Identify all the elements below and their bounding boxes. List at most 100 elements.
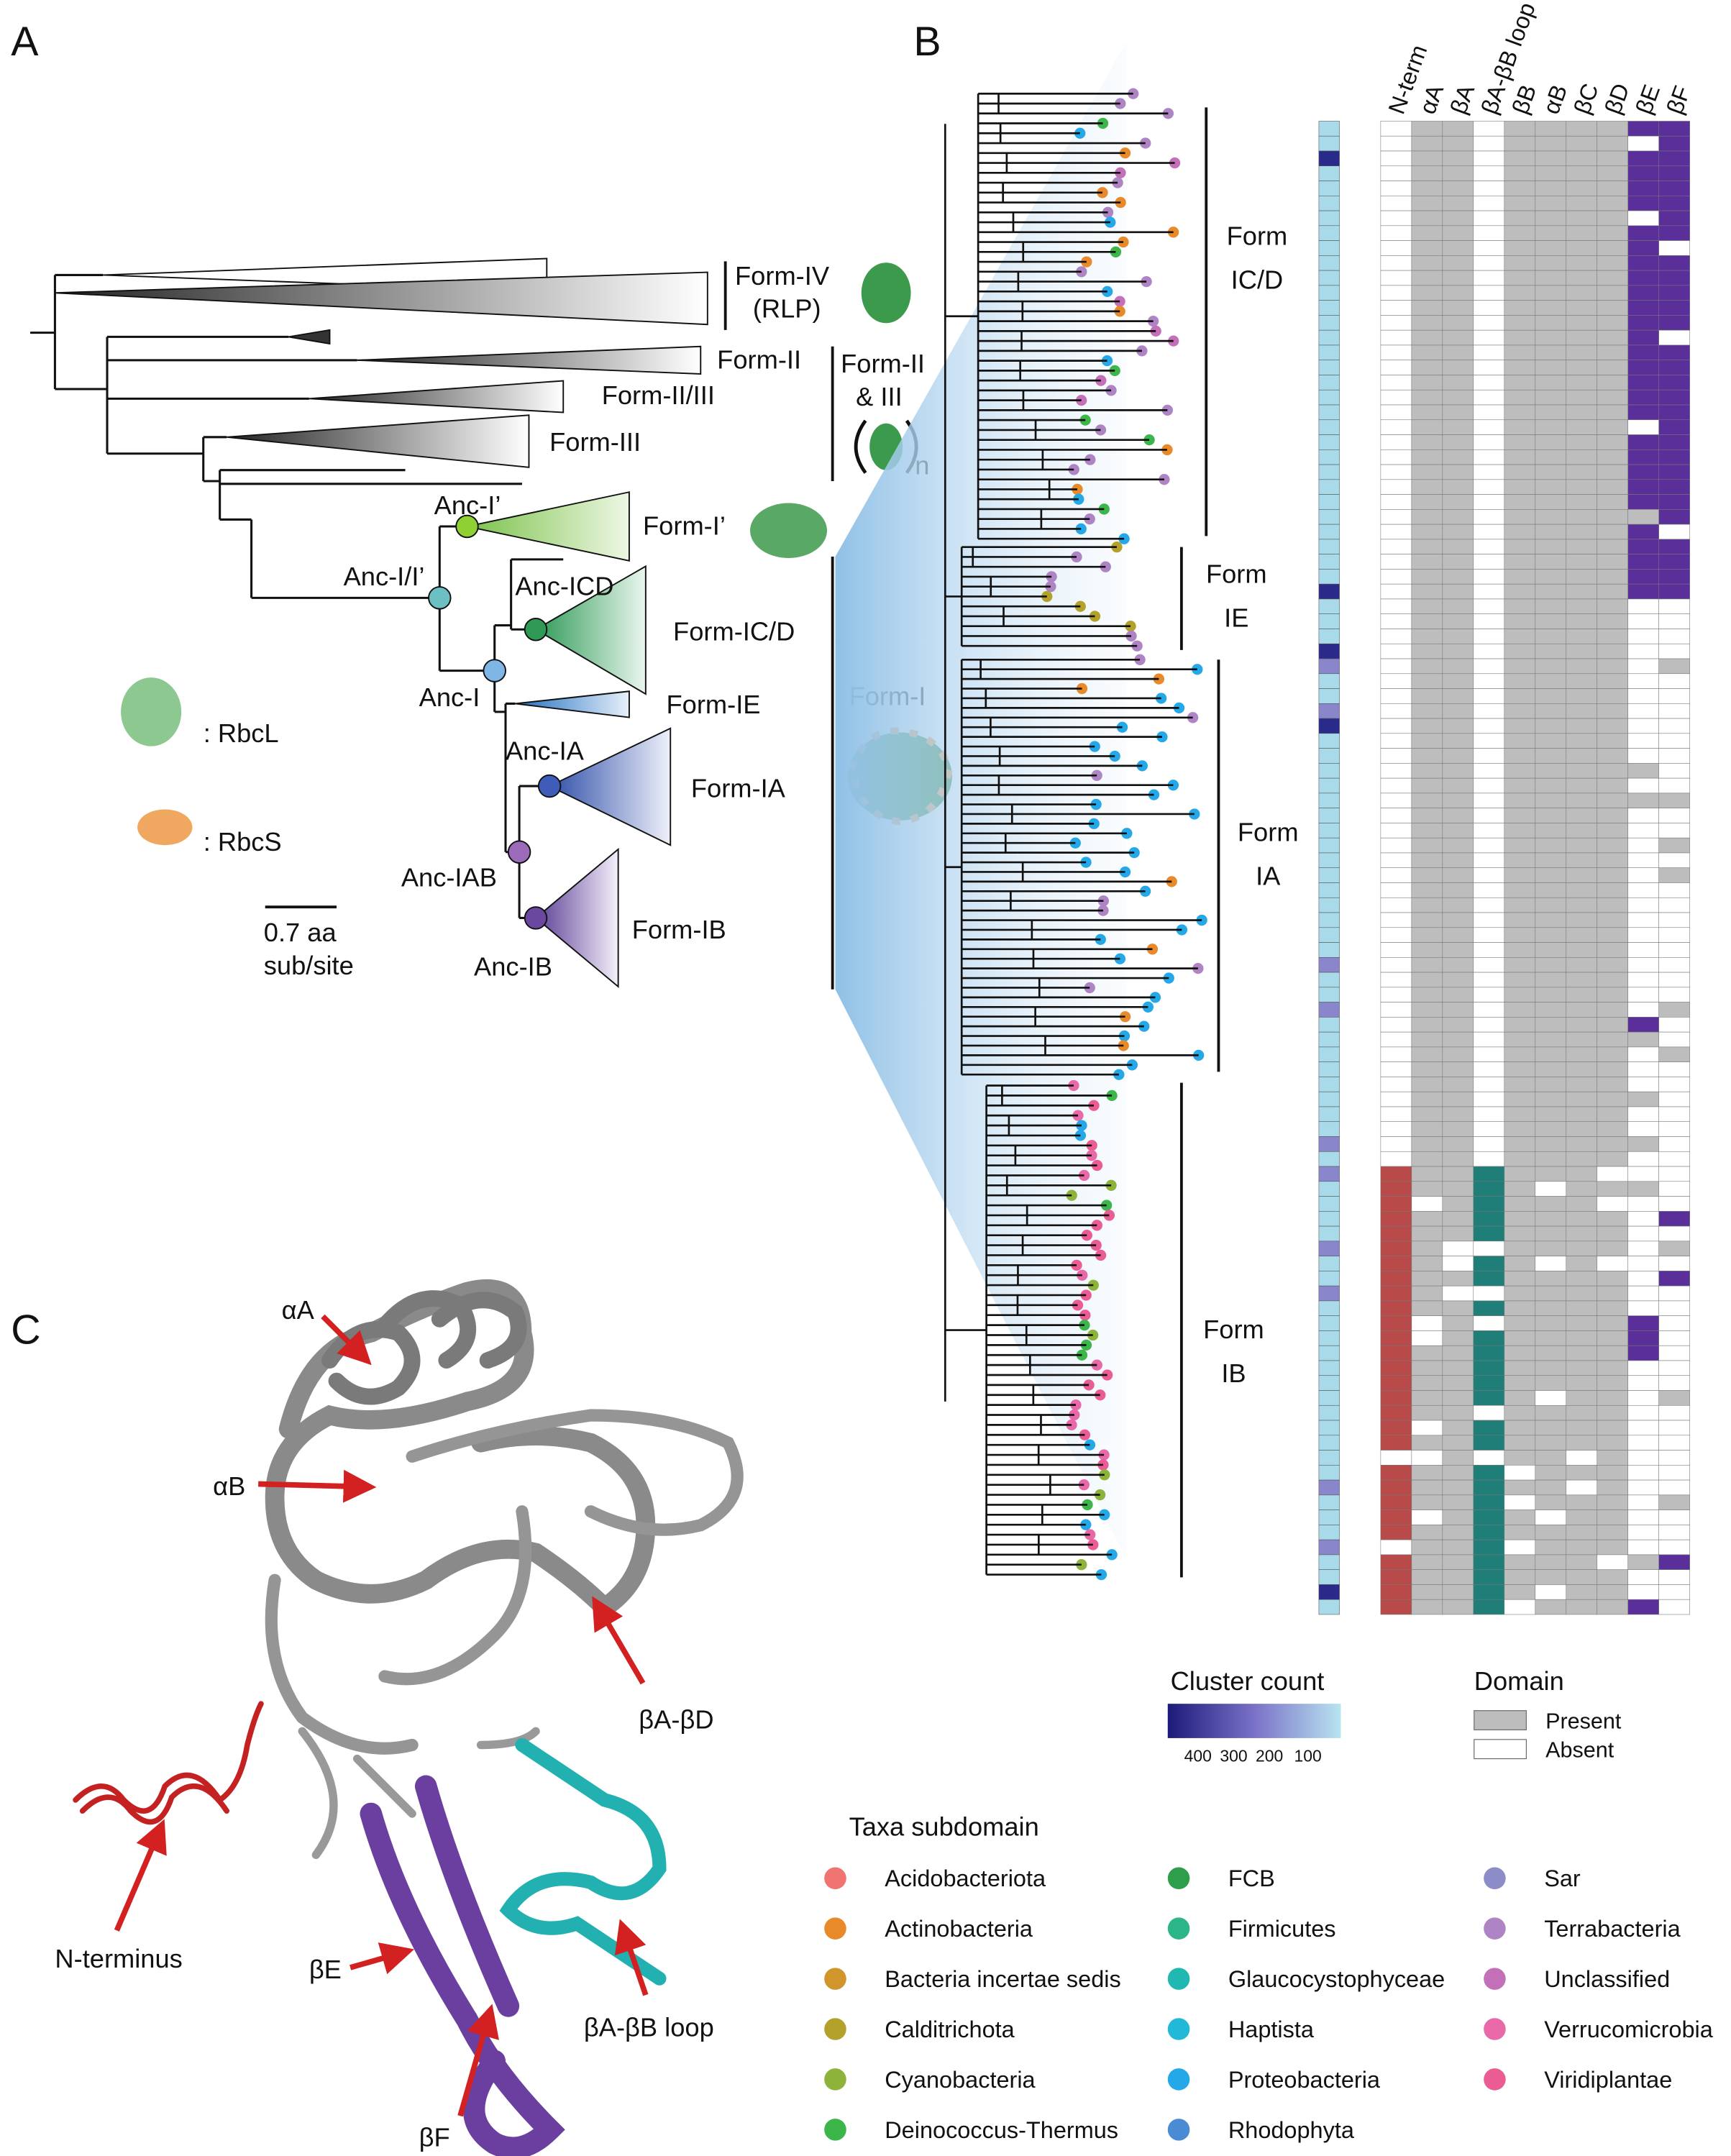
- domain-cell: [1473, 225, 1505, 241]
- domain-cell: [1658, 1181, 1690, 1197]
- tip: [1045, 581, 1056, 593]
- tip: [1084, 454, 1096, 465]
- loop-teal: [499, 1737, 667, 1986]
- domain-cell: [1535, 673, 1567, 689]
- domain-cell: [1473, 419, 1505, 435]
- domain-cell: [1597, 882, 1629, 898]
- domain-cell: [1535, 1091, 1567, 1107]
- domain-cell: [1411, 942, 1443, 958]
- domain-cell: [1597, 733, 1629, 749]
- domain-cell: [1597, 658, 1629, 675]
- domain-cell: [1380, 643, 1412, 659]
- domain-cell: [1473, 1345, 1505, 1361]
- domain-cell: [1411, 703, 1443, 719]
- domain-cell: [1380, 419, 1412, 435]
- domain-cell: [1442, 1569, 1474, 1585]
- domain-cell: [1597, 1494, 1629, 1510]
- domain-cell: [1658, 1241, 1690, 1256]
- domain-cell: [1535, 1136, 1567, 1152]
- domain-cell: [1597, 1136, 1629, 1152]
- tip: [1094, 1489, 1106, 1501]
- domain-cell: [1442, 1315, 1474, 1331]
- domain-cell: [1473, 867, 1505, 883]
- domain-cell: [1658, 718, 1690, 734]
- domain-cell: [1380, 1509, 1412, 1525]
- clade-label: Form-IC/D: [673, 617, 795, 647]
- domain-cell: [1566, 808, 1598, 823]
- domain-cell: [1380, 703, 1412, 719]
- domain-cell: [1442, 1046, 1474, 1062]
- domain-cell: [1535, 1509, 1567, 1525]
- cluster-cell: [1318, 300, 1340, 316]
- domain-cell: [1535, 613, 1567, 629]
- group-label: Form-II: [841, 349, 925, 378]
- domain-cell: [1658, 882, 1690, 898]
- domain-cell: [1566, 300, 1598, 316]
- domain-cell: [1566, 360, 1598, 375]
- domain-cell: [1411, 240, 1443, 256]
- domain-cell: [1504, 181, 1536, 196]
- domain-cell: [1566, 1569, 1598, 1585]
- legend-dot: [1167, 1867, 1190, 1890]
- node: [537, 774, 562, 798]
- domain-cell: [1597, 912, 1629, 928]
- domain-cell: [1627, 494, 1659, 510]
- domain-cell: [1504, 629, 1536, 644]
- legend-dot: [824, 1867, 846, 1890]
- domain-cell: [1442, 837, 1474, 854]
- domain-cell: [1473, 1450, 1505, 1466]
- tip: [1142, 1001, 1154, 1013]
- domain-cell: [1597, 225, 1629, 241]
- ancestor-label: Anc-I’: [434, 490, 501, 520]
- domain-cell: [1411, 1091, 1443, 1107]
- domain-cell: [1597, 315, 1629, 331]
- tip: [1118, 1030, 1131, 1042]
- domain-cell: [1535, 509, 1567, 525]
- domain-cell: [1566, 1225, 1598, 1242]
- domain-cell: [1411, 882, 1443, 898]
- domain-cell: [1504, 150, 1536, 167]
- domain-cell: [1380, 957, 1412, 973]
- domain-cell: [1627, 285, 1659, 301]
- domain-cell: [1504, 389, 1536, 406]
- domain-cell: [1566, 1330, 1598, 1346]
- domain-cell: [1535, 419, 1567, 435]
- domain-cell: [1504, 240, 1536, 256]
- domain-cell: [1658, 360, 1690, 375]
- domain-cell: [1411, 1360, 1443, 1376]
- domain-cell: [1535, 389, 1567, 406]
- domain-cell: [1627, 1151, 1659, 1167]
- domain-cell: [1627, 748, 1659, 764]
- domain-cell: [1473, 240, 1505, 256]
- scale-label: 0.7 aa: [264, 918, 337, 947]
- domain-cell: [1597, 165, 1629, 181]
- domain-cell: [1411, 987, 1443, 1002]
- legend-swatch: [1474, 1710, 1527, 1731]
- tip: [1074, 600, 1086, 612]
- domain-cell: [1658, 150, 1690, 167]
- domain-cell: [1535, 927, 1567, 943]
- legend-label: Present: [1545, 1709, 1622, 1734]
- domain-cell: [1411, 808, 1443, 823]
- domain-cell: [1566, 135, 1598, 152]
- domain-cell: [1597, 792, 1629, 808]
- domain-cell: [1411, 329, 1443, 346]
- domain-cell: [1411, 1525, 1443, 1540]
- cluster-cell: [1318, 777, 1340, 794]
- domain-cell: [1597, 375, 1629, 390]
- domain-cell: [1658, 643, 1690, 659]
- domain-cell: [1504, 539, 1536, 554]
- domain-cell: [1535, 165, 1567, 181]
- domain-cell: [1473, 718, 1505, 734]
- cluster-cell: [1318, 1106, 1340, 1123]
- domain-cell: [1411, 1046, 1443, 1062]
- domain-cell: [1627, 509, 1659, 525]
- domain-cell: [1597, 613, 1629, 629]
- cluster-cell: [1318, 1435, 1340, 1451]
- cluster-cell: [1318, 658, 1340, 675]
- cluster-cell: [1318, 927, 1340, 943]
- domain-cell: [1658, 569, 1690, 585]
- domain-cell: [1566, 1525, 1598, 1540]
- domain-cell: [1473, 569, 1505, 585]
